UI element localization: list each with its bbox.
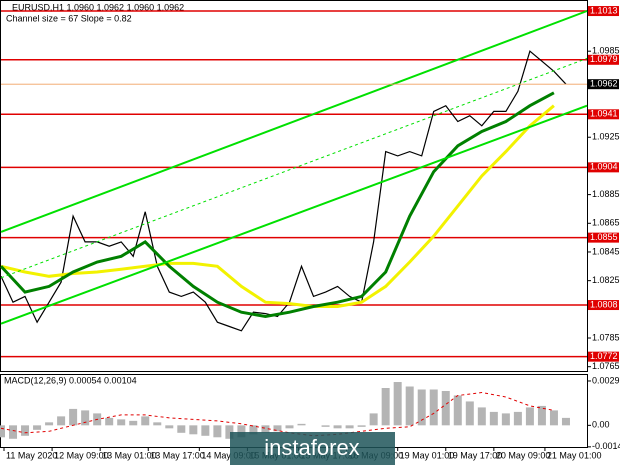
macd-bar — [153, 422, 162, 426]
macd-bar — [81, 410, 90, 426]
macd-bar — [525, 407, 534, 426]
macd-bar — [45, 422, 54, 426]
price-line — [0, 91, 555, 319]
macd-bar — [393, 382, 402, 426]
macd-bar — [273, 425, 282, 432]
level-label: 1.0941 — [590, 109, 618, 119]
y-tick-label: 1.0825 — [592, 275, 620, 285]
macd-bar — [345, 425, 354, 429]
chart-title: EURUSD,H1 1.0960 1.0962 1.0960 1.0962 — [12, 2, 184, 12]
macd-bar — [105, 417, 114, 426]
macd-bar — [117, 419, 126, 426]
macd-bar — [405, 386, 414, 426]
macd-bar — [225, 425, 234, 439]
macd-bar — [465, 401, 474, 426]
macd-bar — [333, 425, 342, 429]
level-label-bg — [588, 300, 619, 311]
macd-bar — [141, 416, 150, 426]
x-tick-label: 20 May 09:00 — [496, 450, 551, 460]
macd-bar — [261, 425, 270, 433]
macd-bar — [501, 413, 510, 426]
macd-bar — [561, 417, 570, 426]
level-label: 1.0979 — [590, 54, 618, 64]
y-tick-label: -0.00144 — [592, 441, 620, 451]
y-tick-label: 1.0865 — [592, 218, 620, 228]
level-label: 1.0808 — [590, 299, 618, 309]
y-tick-label: 1.0785 — [592, 332, 620, 342]
x-tick-label: 13 May 01:00 — [102, 450, 157, 460]
y-tick-label: 1.0885 — [592, 189, 620, 199]
x-tick-label: 21 May 01:00 — [547, 450, 602, 460]
main-frame — [0, 0, 588, 372]
chart-subtitle: Channel size = 67 Slope = 0.82 — [6, 13, 132, 23]
current-price-label: 1.0962 — [590, 79, 618, 89]
macd-bar — [429, 389, 438, 426]
macd-bar — [357, 425, 366, 427]
y-tick-label: 1.0845 — [592, 246, 620, 256]
macd-bar — [69, 408, 78, 426]
x-tick-label: 11 May 2020 — [6, 450, 57, 460]
macd-bar — [213, 425, 222, 438]
level-label-bg — [588, 54, 619, 65]
price-line — [0, 10, 588, 233]
macd-bar — [21, 425, 30, 436]
signal-line — [0, 391, 554, 437]
macd-bar — [285, 425, 294, 429]
macd-bar — [549, 410, 558, 426]
x-tick-label: 13 May 17:00 — [150, 450, 205, 460]
macd-bar — [513, 411, 522, 426]
level-label: 1.0855 — [590, 232, 618, 242]
price-line — [0, 57, 588, 279]
price-line — [0, 104, 555, 308]
macd-bar — [381, 387, 390, 426]
level-label: 1.1013 — [590, 5, 618, 15]
y-tick-label: 0.00 — [592, 420, 610, 430]
macd-title: MACD(12,26,9) 0.00054 0.00104 — [4, 375, 137, 385]
macd-bar — [417, 389, 426, 426]
level-label-bg — [588, 6, 619, 17]
macd-bar — [129, 420, 138, 426]
macd-bar — [57, 416, 66, 426]
macd-bar — [297, 423, 306, 426]
x-tick-label: 19 May 01:00 — [400, 450, 455, 460]
y-tick-label: 0.00297 — [592, 375, 620, 385]
y-tick-label: 1.0925 — [592, 132, 620, 142]
macd-bar — [201, 425, 210, 436]
x-tick-label: 14 May 09:00 — [201, 450, 256, 460]
macd-bar — [369, 413, 378, 426]
macd-bar — [165, 425, 174, 429]
macd-bar — [453, 395, 462, 426]
price-line — [0, 104, 588, 325]
level-label-bg — [588, 351, 619, 362]
macd-bar — [237, 425, 246, 438]
watermark-bg — [230, 432, 395, 465]
macd-bar — [9, 425, 18, 439]
macd-bar — [321, 425, 330, 427]
y-tick-label: 1.0985 — [592, 46, 620, 56]
macd-bar — [441, 390, 450, 426]
level-label: 1.0772 — [590, 351, 618, 361]
macd-bar — [33, 425, 42, 430]
x-tick-label: 19 May 17:00 — [448, 450, 503, 460]
macd-bar — [0, 425, 5, 438]
macd-bar — [537, 405, 546, 426]
level-label-bg — [588, 162, 619, 173]
level-label: 1.0904 — [590, 162, 618, 172]
macd-bar — [177, 425, 186, 433]
level-label-bg — [588, 232, 619, 243]
y-tick-label: 1.0765 — [592, 361, 620, 371]
watermark: instaforex — [264, 435, 359, 460]
macd-bar — [477, 407, 486, 426]
current-price-bg — [588, 79, 619, 90]
price-line — [0, 50, 567, 332]
macd-bar — [489, 411, 498, 426]
macd-bar — [189, 425, 198, 435]
level-label-bg — [588, 109, 619, 120]
x-tick-label: 12 May 09:00 — [54, 450, 109, 460]
macd-bar — [249, 425, 258, 435]
